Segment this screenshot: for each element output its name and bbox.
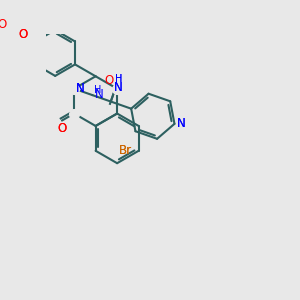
Text: N: N — [177, 117, 186, 130]
Text: N: N — [114, 81, 123, 94]
Text: N: N — [76, 82, 84, 95]
Text: Br: Br — [119, 144, 132, 157]
Text: O: O — [57, 122, 67, 135]
Text: Br: Br — [119, 144, 132, 157]
Text: O: O — [57, 122, 67, 135]
Text: O: O — [18, 28, 27, 41]
Text: H: H — [115, 74, 122, 84]
Text: O: O — [0, 18, 6, 31]
Text: O: O — [18, 28, 27, 41]
Text: H: H — [115, 74, 122, 84]
Text: H: H — [94, 85, 101, 95]
Text: N: N — [94, 88, 103, 100]
Text: O: O — [104, 74, 113, 87]
Text: N: N — [114, 81, 123, 94]
Text: N: N — [76, 82, 84, 95]
Text: N: N — [177, 117, 186, 130]
